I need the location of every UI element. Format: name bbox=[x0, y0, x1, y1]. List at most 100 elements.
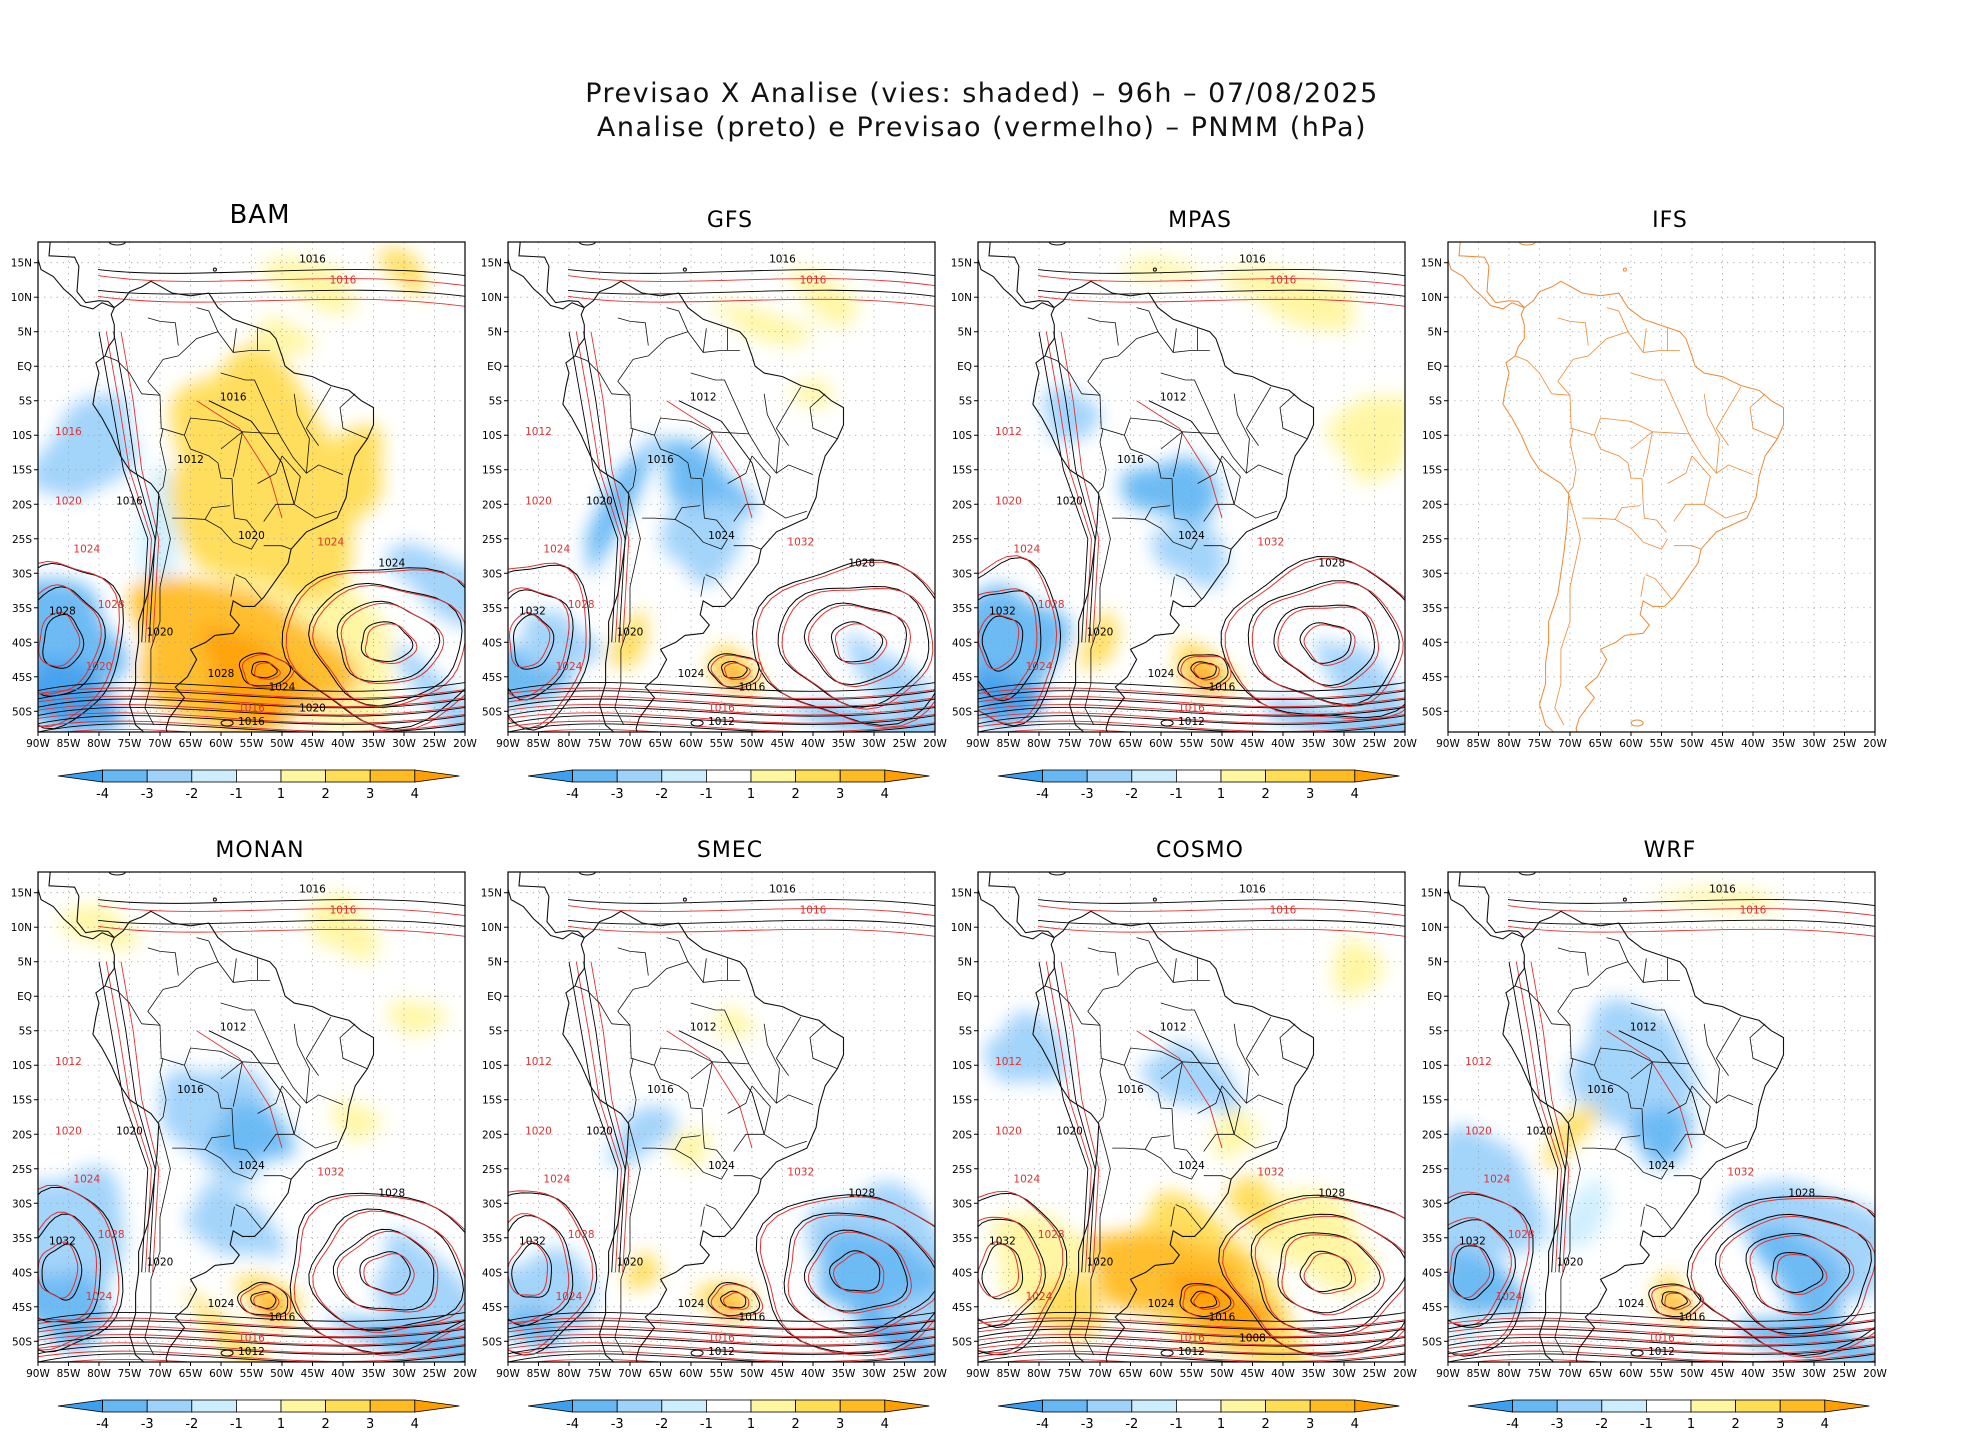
lon-tick-label: 90W bbox=[496, 738, 520, 750]
colorbar-label: -2 bbox=[185, 787, 198, 802]
colorbar-label: -1 bbox=[1170, 1417, 1183, 1432]
lat-tick-label: 10S bbox=[12, 1060, 32, 1072]
contour-label-analysis: 1028 bbox=[1788, 1187, 1815, 1199]
lat-tick-label: 10N bbox=[481, 292, 502, 304]
colorbar-label: -4 bbox=[96, 1417, 109, 1432]
bias-shading bbox=[38, 394, 138, 499]
lat-tick-label: 10S bbox=[1422, 430, 1442, 442]
contour-label-analysis: 1020 bbox=[1056, 1125, 1083, 1137]
lon-tick-label: 30W bbox=[862, 738, 886, 750]
colorbar-label: -1 bbox=[230, 1417, 243, 1432]
lat-tick-label: 25S bbox=[12, 1164, 32, 1176]
bias-shading bbox=[1314, 638, 1405, 732]
contour-label-analysis: 1024 bbox=[678, 668, 705, 680]
coastline bbox=[562, 280, 845, 732]
lat-tick-label: 25S bbox=[952, 1164, 972, 1176]
colorbar-label: -4 bbox=[566, 787, 579, 802]
lon-tick-label: 45W bbox=[301, 738, 325, 750]
contour-label-analysis: 1012 bbox=[177, 454, 204, 466]
colorbar-label: -1 bbox=[700, 787, 713, 802]
bias-shading bbox=[1652, 888, 1783, 911]
lon-tick-label: 80W bbox=[1027, 1368, 1051, 1380]
colorbar-label: 2 bbox=[791, 787, 799, 802]
lon-tick-label: 50W bbox=[1210, 1368, 1234, 1380]
lon-tick-label: 45W bbox=[1241, 738, 1265, 750]
lat-tick-label: 20S bbox=[12, 1129, 32, 1141]
lon-tick-label: 40W bbox=[331, 738, 355, 750]
colorbar-label: 1 bbox=[277, 787, 285, 802]
lat-tick-label: 15S bbox=[12, 465, 32, 477]
lon-tick-label: 20W bbox=[1863, 1368, 1887, 1380]
contour-label-analysis: 1024 bbox=[238, 1160, 265, 1172]
contour-label-forecast: 1016 bbox=[800, 904, 827, 916]
contour-label-analysis: 1012 bbox=[690, 392, 717, 404]
panel-mpas: MPAS 1016 1012 1016 1020 1024 1028 1032 1020 1024… bbox=[951, 208, 1430, 802]
lat-tick-label: 35S bbox=[482, 603, 502, 615]
lon-tick-label: 75W bbox=[1058, 1368, 1082, 1380]
contour-label-forecast: 1032 bbox=[1727, 1167, 1754, 1179]
bias-shading bbox=[1120, 457, 1221, 525]
lat-tick-label: 10N bbox=[1421, 922, 1442, 934]
contour-label-forecast: 1032 bbox=[1257, 1167, 1284, 1179]
lat-tick-label: 40S bbox=[1422, 637, 1442, 649]
lat-tick-label: 5N bbox=[487, 327, 502, 339]
colorbar-label: -1 bbox=[1170, 787, 1183, 802]
lat-tick-label: 25S bbox=[1422, 1164, 1442, 1176]
lat-tick-label: 10S bbox=[482, 1060, 502, 1072]
contour-label-analysis: 1016 bbox=[299, 254, 326, 266]
contour-label-forecast: 1020 bbox=[995, 1125, 1022, 1137]
bias-shading bbox=[38, 658, 124, 732]
lon-tick-label: 85W bbox=[57, 1368, 81, 1380]
lat-tick-label: 25S bbox=[12, 534, 32, 546]
lat-tick-label: 45S bbox=[482, 672, 502, 684]
lat-tick-label: 30S bbox=[12, 568, 32, 580]
lon-tick-label: 50W bbox=[1680, 738, 1704, 750]
lon-tick-label: 70W bbox=[1088, 1368, 1112, 1380]
lat-tick-label: 45S bbox=[1422, 1302, 1442, 1314]
bias-shading bbox=[1079, 609, 1119, 671]
lat-tick-label: 15N bbox=[481, 888, 502, 900]
contour-label-analysis: 1020 bbox=[617, 626, 644, 638]
lat-tick-label: 5S bbox=[489, 396, 503, 408]
lat-tick-label: 5S bbox=[1429, 396, 1443, 408]
contour-label-analysis: 1024 bbox=[1178, 1160, 1205, 1172]
lon-tick-label: 55W bbox=[240, 738, 264, 750]
lon-tick-label: 60W bbox=[679, 1368, 703, 1380]
lon-tick-label: 25W bbox=[423, 738, 447, 750]
lon-tick-label: 60W bbox=[209, 738, 233, 750]
contour-label-analysis: 1024 bbox=[678, 1298, 705, 1310]
contour-label-analysis: 1020 bbox=[238, 530, 265, 542]
panel-title: WRF bbox=[1643, 838, 1697, 863]
lon-tick-label: 40W bbox=[331, 1368, 355, 1380]
lon-tick-label: 90W bbox=[26, 1368, 50, 1380]
lon-tick-label: 50W bbox=[740, 1368, 764, 1380]
colorbar-label: -2 bbox=[655, 787, 668, 802]
panel-title: COSMO bbox=[1156, 838, 1244, 863]
bias-shading bbox=[720, 658, 749, 693]
panel-wrf: WRF 1016 1012 1016 1020 1024 1028 1032 1020 1024 1… bbox=[1421, 838, 1900, 1432]
colorbar: -4 -3 -2 -1 1 2 3 4 bbox=[57, 1399, 460, 1432]
lon-tick-label: 60W bbox=[209, 1368, 233, 1380]
contour-label-forecast: 1020 bbox=[1465, 1125, 1492, 1137]
bias-shading bbox=[782, 703, 935, 732]
bias-shading bbox=[715, 1006, 754, 1038]
contour-label-forecast: 1012 bbox=[55, 1056, 82, 1068]
lon-tick-label: 20W bbox=[1393, 1368, 1417, 1380]
bias-shading bbox=[1660, 1297, 1689, 1317]
lat-tick-label: 35S bbox=[12, 1233, 32, 1245]
contour-label-forecast: 1032 bbox=[787, 1167, 814, 1179]
colorbar-label: 1 bbox=[747, 787, 755, 802]
bias-shading bbox=[253, 316, 313, 357]
contour-label-analysis: 1016 bbox=[739, 682, 766, 694]
panel-title: SMEC bbox=[696, 838, 764, 863]
contour-label-forecast: 1016 bbox=[1178, 1332, 1205, 1344]
lat-tick-label: 50S bbox=[12, 1336, 32, 1348]
bias-shading bbox=[1030, 1274, 1104, 1340]
colorbar-label: -3 bbox=[1081, 1417, 1094, 1432]
lat-tick-label: 5N bbox=[957, 327, 972, 339]
colorbar-label: 3 bbox=[1306, 787, 1314, 802]
bias-shading bbox=[38, 1271, 109, 1351]
lat-tick-label: 15S bbox=[482, 1095, 502, 1107]
colorbar: -4 -3 -2 -1 1 2 3 4 bbox=[997, 1399, 1400, 1432]
contour-label-analysis: 1020 bbox=[586, 1125, 613, 1137]
